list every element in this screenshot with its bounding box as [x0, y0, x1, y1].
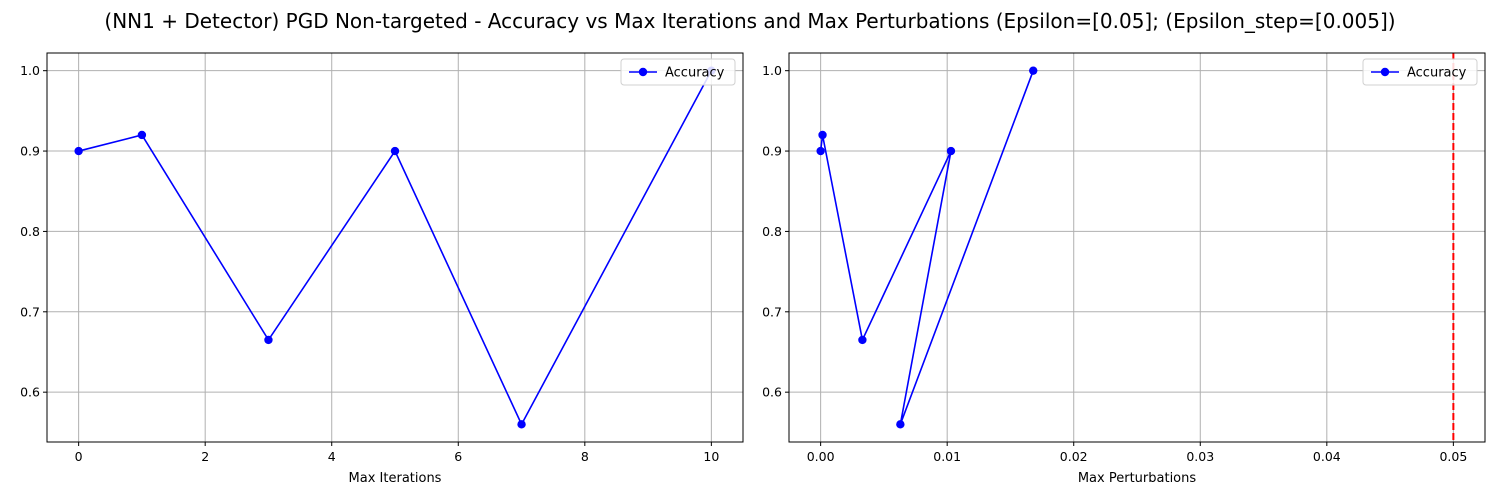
- x-tick-label: 0: [75, 449, 83, 464]
- x-tick-label: 8: [581, 449, 589, 464]
- data-point: [137, 130, 147, 140]
- x-tick-label: 0.00: [807, 449, 835, 464]
- y-tick-label: 0.6: [762, 385, 782, 400]
- series-line-accuracy: [78, 70, 713, 427]
- x-tick-label: 0.04: [1313, 449, 1341, 464]
- figure-title: (NN1 + Detector) PGD Non-targeted - Accu…: [104, 9, 1395, 33]
- data-point: [858, 335, 867, 345]
- y-tick-label: 1.0: [20, 63, 40, 78]
- axes-frame: [46, 52, 744, 443]
- legend-label: Accuracy: [1407, 66, 1467, 81]
- right-chart-panel: 0.00 0.01 0.02 0.03 0.04 0.05 0.6 0.7 0.8 0.9 1.0 M…: [762, 52, 1486, 486]
- y-tick-label: 0.8: [20, 224, 40, 239]
- data-point: [264, 335, 273, 345]
- legend-label: Accuracy: [665, 66, 725, 81]
- x-axis-label: Max Perturbations: [1078, 471, 1197, 486]
- data-point: [390, 146, 400, 156]
- y-tick-label: 1.0: [762, 63, 782, 78]
- y-tick-label: 0.8: [762, 224, 782, 239]
- left-chart-panel: 0 2 4 6 8 10 0.6 0.7 0.8 0.9 1.0 Max Iterations Accu…: [20, 52, 744, 486]
- legend-box: [1362, 58, 1478, 86]
- x-tick-label: 10: [703, 449, 719, 464]
- x-tick-label: 0.05: [1439, 449, 1467, 464]
- data-point: [816, 146, 825, 156]
- y-tick-label: 0.7: [20, 304, 40, 319]
- y-tick-label: 0.6: [20, 385, 40, 400]
- x-tick-label: 0.01: [933, 449, 961, 464]
- y-tick-label: 0.7: [762, 304, 782, 319]
- x-tick-label: 4: [328, 449, 336, 464]
- legend-box: [620, 58, 736, 86]
- x-tick-label: 6: [454, 449, 462, 464]
- legend: Accuracy: [1362, 58, 1478, 86]
- data-point: [896, 420, 905, 429]
- series-line-accuracy: [819, 70, 1034, 425]
- data-point: [818, 130, 827, 140]
- data-point: [74, 146, 83, 156]
- axes-frame: [788, 52, 1486, 443]
- x-tick-label: 0.02: [1060, 449, 1088, 464]
- y-tick-label: 0.9: [20, 144, 40, 159]
- x-tick-label: 2: [201, 449, 209, 464]
- data-point: [517, 420, 526, 429]
- y-tick-label: 0.9: [762, 144, 782, 159]
- legend-marker: [1380, 67, 1390, 77]
- x-axis-label: Max Iterations: [349, 471, 442, 486]
- legend-marker: [638, 67, 648, 77]
- legend: Accuracy: [620, 58, 736, 86]
- x-tick-label: 0.03: [1186, 449, 1214, 464]
- data-point: [946, 146, 956, 156]
- data-point: [1029, 66, 1038, 75]
